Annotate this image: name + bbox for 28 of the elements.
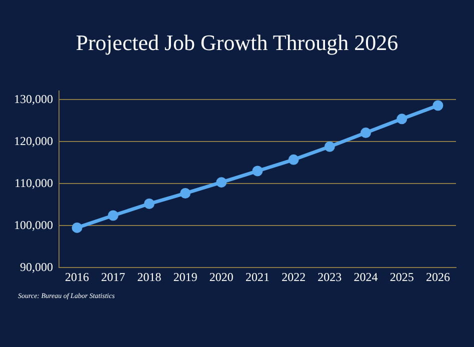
point [360, 128, 372, 138]
y-tick-label: 110,000 [14, 176, 53, 190]
x-tick-label: 2023 [318, 270, 342, 284]
point [144, 198, 154, 210]
y-tick-label: 130,000 [14, 92, 53, 106]
y-tick-label: 100,000 [14, 218, 53, 232]
point [396, 114, 408, 124]
point [288, 154, 299, 165]
x-tick-label: 2018 [137, 270, 162, 284]
point [180, 188, 191, 199]
x-tick-label: 2021 [246, 270, 270, 284]
x-tick-label: 2019 [173, 270, 198, 284]
point [108, 210, 118, 221]
x-tick-label: 2020 [209, 270, 234, 284]
point [432, 100, 444, 111]
x-tick-label: 2025 [390, 270, 414, 284]
x-tick-label: 2026 [426, 270, 450, 284]
y-tick-label: 120,000 [14, 134, 53, 148]
y-tick-label: 90,000 [20, 260, 53, 274]
point [324, 141, 335, 152]
point [252, 166, 263, 176]
chart-title: Projected Job Growth Through 2026 [74, 30, 400, 56]
x-tick-label: 2016 [65, 270, 90, 284]
point [72, 222, 82, 233]
point [216, 177, 227, 188]
x-tick-label: 2024 [354, 270, 378, 284]
x-tick-label: 2017 [101, 270, 126, 284]
x-tick-label: 2022 [282, 270, 306, 284]
